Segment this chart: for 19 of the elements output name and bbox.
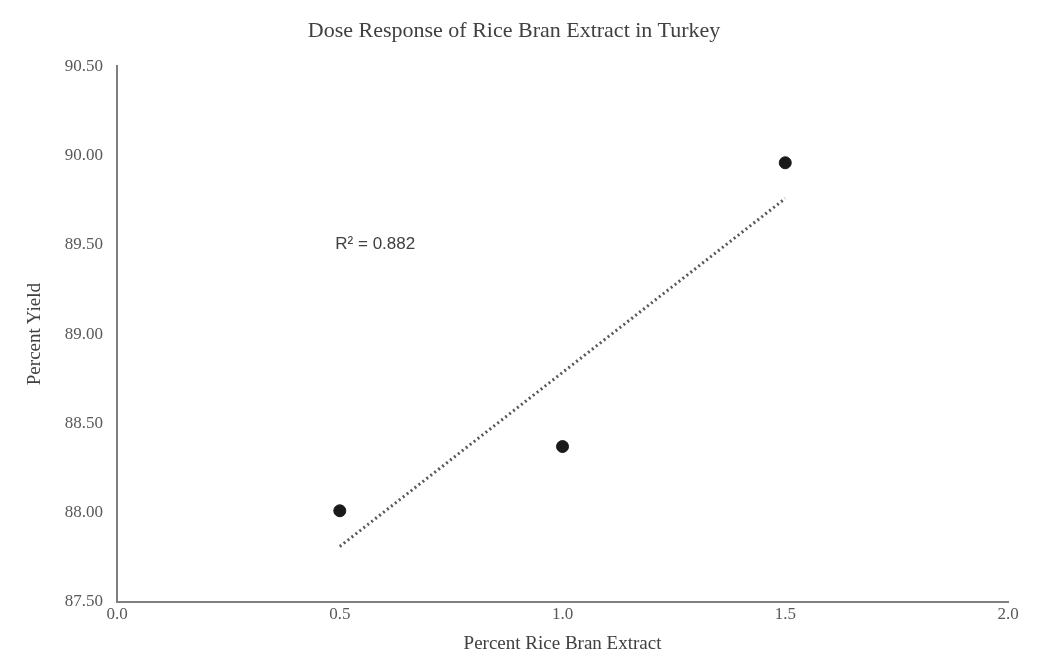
- x-tick-label: 1.0: [551, 604, 574, 624]
- point: [556, 440, 570, 454]
- y-tick-label: 89.00: [64, 323, 104, 343]
- annotation: R² = 0.882: [335, 234, 416, 254]
- y-tick-label: 89.50: [64, 234, 104, 254]
- chart-title: Dose Response of Rice Bran Extract in Turkey: [307, 16, 721, 42]
- y-tick-label: 88.50: [64, 412, 104, 432]
- point: [333, 504, 347, 518]
- x-tick-label: 1.5: [774, 604, 796, 624]
- x-axis-title: Percent Rice Bran Extract: [463, 631, 663, 653]
- y-tick-label: 90.50: [64, 55, 104, 75]
- y-tick-label: 88.00: [64, 502, 104, 522]
- x-tick-label: 0.5: [329, 604, 351, 624]
- y-axis-title: Percent Yield: [23, 282, 45, 386]
- x-tick-label: 2.0: [997, 604, 1019, 624]
- point: [778, 156, 792, 170]
- x-tick-label: 0.0: [106, 604, 128, 624]
- y-tick-label: 87.50: [64, 591, 104, 611]
- y-tick-label: 90.00: [64, 145, 104, 165]
